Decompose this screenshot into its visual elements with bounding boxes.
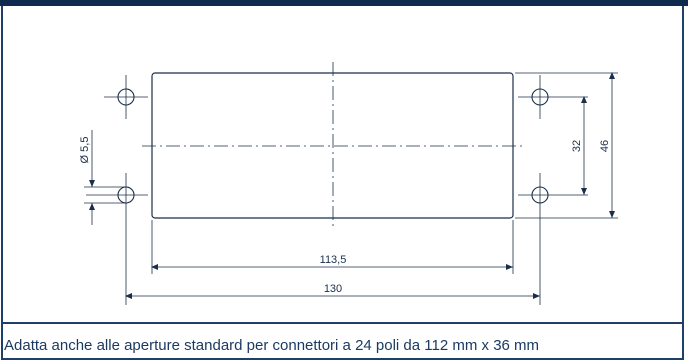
caption-separator — [2, 322, 684, 324]
dimension-label-diameter: Ø 5,5 — [79, 137, 91, 164]
hole-bottom-right — [518, 173, 588, 305]
hole-top-left — [104, 75, 148, 119]
dimension-label-32: 32 — [571, 140, 583, 152]
cutout-outline — [151, 72, 514, 219]
hole-bottom-left — [86, 173, 148, 305]
top-bar — [0, 0, 688, 6]
dimension-label-113-5: 113,5 — [320, 254, 347, 266]
dimension-cutout-width: 113,5 — [151, 254, 513, 270]
dimension-label-130: 130 — [324, 283, 342, 295]
dimension-hole-spacing-vertical: 32 — [571, 96, 587, 195]
dimension-overall-height: 46 — [599, 72, 615, 218]
dimension-hole-spacing-horizontal: 130 — [125, 283, 540, 299]
caption-text: Adatta anche alle aperture standard per … — [4, 337, 540, 354]
dimension-hole-diameter: Ø 5,5 — [79, 130, 126, 225]
dimension-label-46: 46 — [599, 140, 611, 152]
hole-top-right — [518, 75, 588, 119]
